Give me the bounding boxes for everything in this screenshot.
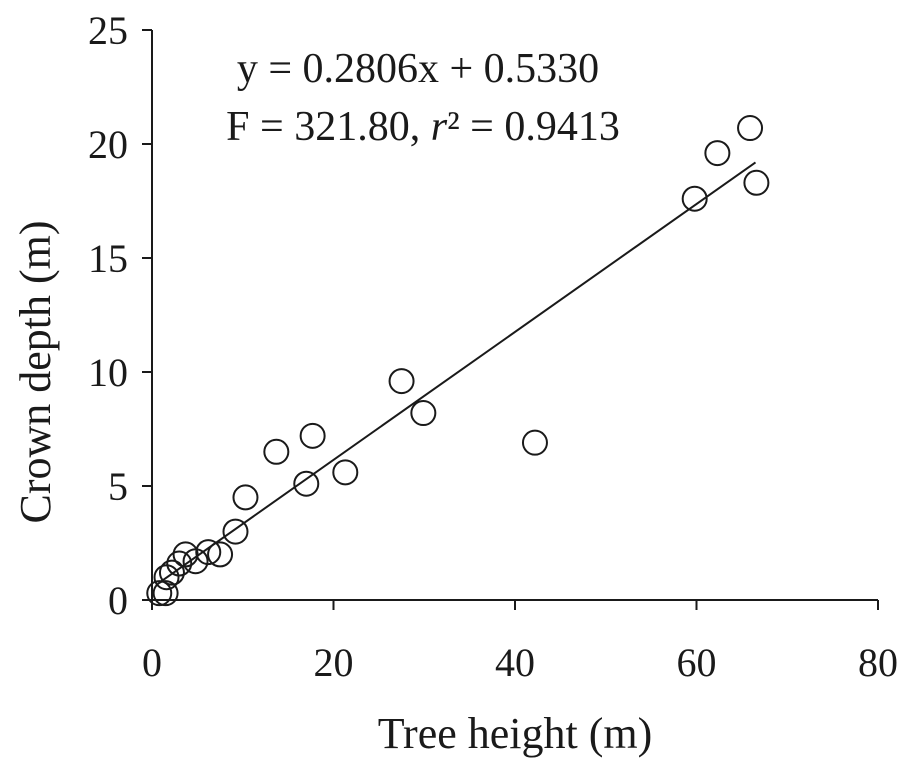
data-point (410, 400, 437, 427)
data-point (388, 368, 415, 395)
regression-stats: F = 321.80, r² = 0.9413 (226, 104, 620, 150)
data-point (232, 484, 259, 511)
data-points (146, 115, 770, 607)
data-point (263, 438, 290, 465)
data-point (222, 518, 249, 545)
data-point (152, 580, 179, 607)
data-point (207, 541, 234, 568)
data-point (737, 115, 764, 142)
regression-line (160, 161, 757, 583)
x-axis-title: Tree height (m) (378, 709, 653, 758)
x-tick-label: 80 (858, 640, 898, 685)
data-point (195, 539, 222, 566)
y-tick-label: 20 (88, 122, 128, 167)
x-ticks: 0 20 40 60 80 (142, 600, 898, 685)
data-point (182, 548, 209, 575)
y-ticks: 0 5 10 15 20 25 (88, 8, 152, 623)
data-point (146, 580, 173, 607)
regression-equation: y = 0.2806x + 0.5330 (237, 46, 599, 92)
y-axis-title: Crown depth (m) (11, 220, 60, 523)
data-point (158, 559, 185, 586)
stats-suffix: ² = 0.9413 (447, 104, 620, 150)
x-tick-label: 40 (495, 640, 535, 685)
data-point (166, 550, 193, 577)
regression-line-group (160, 161, 757, 583)
data-point (681, 185, 708, 212)
data-point (521, 429, 548, 456)
data-point (743, 169, 770, 196)
y-tick-label: 5 (108, 464, 128, 509)
y-tick-label: 0 (108, 578, 128, 623)
stats-r-symbol: r (431, 104, 448, 150)
x-tick-label: 60 (677, 640, 717, 685)
stats-prefix: F = 321.80, (226, 104, 431, 150)
data-point (332, 459, 359, 486)
data-point (704, 140, 731, 167)
y-tick-label: 25 (88, 8, 128, 53)
y-tick-label: 10 (88, 350, 128, 395)
data-point (293, 470, 320, 497)
x-tick-label: 20 (314, 640, 354, 685)
x-tick-label: 0 (142, 640, 162, 685)
data-point (299, 422, 326, 449)
y-tick-label: 15 (88, 236, 128, 281)
